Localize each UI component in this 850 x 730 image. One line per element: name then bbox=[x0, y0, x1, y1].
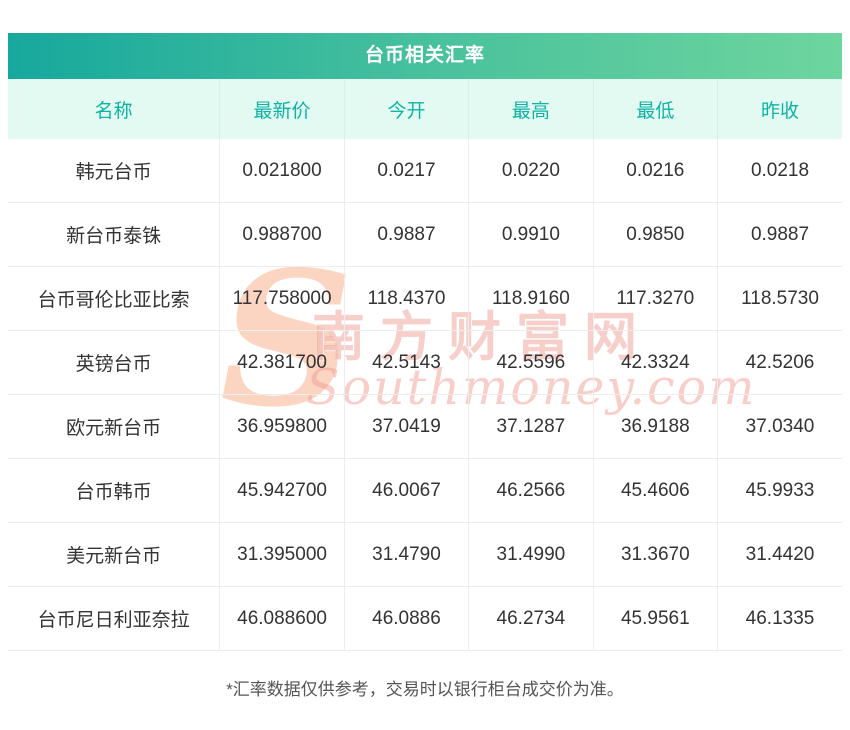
rate-value-cell: 37.0340 bbox=[717, 394, 842, 459]
rate-value-cell: 42.3324 bbox=[593, 330, 719, 395]
rate-value-cell: 31.4990 bbox=[468, 522, 594, 587]
rate-value-cell: 46.0886 bbox=[344, 586, 470, 651]
rate-value-cell: 31.4790 bbox=[344, 522, 470, 587]
rate-value-cell: 0.0217 bbox=[344, 139, 470, 203]
table-body: 韩元台币 0.021800 0.0217 0.0220 0.0216 0.0218 新台币泰… bbox=[8, 139, 842, 651]
table-row: 新台币泰铢 0.988700 0.9887 0.9910 0.9850 0.9887 bbox=[8, 202, 842, 267]
rate-value-cell: 42.381700 bbox=[219, 330, 345, 395]
exchange-rate-table: 名称 最新价 今开 最高 最低 昨收 韩元台币 0.021800 0.0217 0.0… bbox=[8, 79, 842, 651]
rate-value-cell: 37.1287 bbox=[468, 394, 594, 459]
table-row: 台币韩币 45.942700 46.0067 46.2566 45.4606 45.993… bbox=[8, 458, 842, 523]
pair-name-cell: 欧元新台币 bbox=[8, 394, 221, 459]
rate-value-cell: 45.9933 bbox=[717, 458, 842, 523]
rate-value-cell: 46.0067 bbox=[344, 458, 470, 523]
header-cell-high: 最高 bbox=[468, 79, 594, 139]
rate-value-cell: 118.4370 bbox=[344, 266, 470, 331]
rate-value-cell: 42.5596 bbox=[468, 330, 594, 395]
table-row: 台币哥伦比亚比索 117.758000 118.4370 118.9160 117.32… bbox=[8, 266, 842, 331]
header-cell-prev-close: 昨收 bbox=[717, 79, 842, 139]
rates-panel: 台币相关汇率 S 南方财富网 Southmoney.com 名称 最新价 今开 … bbox=[8, 33, 842, 651]
rate-value-cell: 45.4606 bbox=[593, 458, 719, 523]
rate-value-cell: 118.5730 bbox=[717, 266, 842, 331]
header-cell-low: 最低 bbox=[593, 79, 719, 139]
rate-value-cell: 0.0220 bbox=[468, 139, 594, 203]
header-cell-open: 今开 bbox=[344, 79, 470, 139]
pair-name-cell: 美元新台币 bbox=[8, 522, 221, 587]
rate-value-cell: 37.0419 bbox=[344, 394, 470, 459]
table-row: 美元新台币 31.395000 31.4790 31.4990 31.3670 31.44… bbox=[8, 522, 842, 587]
rate-value-cell: 46.2566 bbox=[468, 458, 594, 523]
pair-name-cell: 台币哥伦比亚比索 bbox=[8, 266, 221, 331]
rate-value-cell: 117.3270 bbox=[593, 266, 719, 331]
rate-value-cell: 46.1335 bbox=[717, 586, 842, 651]
footnote: *汇率数据仅供参考，交易时以银行柜台成交价为准。 bbox=[226, 680, 624, 699]
pair-name-cell: 韩元台币 bbox=[8, 139, 221, 203]
rate-value-cell: 42.5143 bbox=[344, 330, 470, 395]
pair-name-cell: 新台币泰铢 bbox=[8, 202, 221, 267]
header-cell-name: 名称 bbox=[8, 79, 221, 139]
rate-value-cell: 31.3670 bbox=[593, 522, 719, 587]
table-row: 台币尼日利亚奈拉 46.088600 46.0886 46.2734 45.9561 46… bbox=[8, 586, 842, 651]
header-cell-latest: 最新价 bbox=[219, 79, 345, 139]
rate-value-cell: 45.942700 bbox=[219, 458, 345, 523]
panel-title: 台币相关汇率 bbox=[8, 33, 842, 79]
rate-value-cell: 31.4420 bbox=[717, 522, 842, 587]
rate-value-cell: 0.0218 bbox=[717, 139, 842, 203]
pair-name-cell: 台币韩币 bbox=[8, 458, 221, 523]
rate-value-cell: 46.2734 bbox=[468, 586, 594, 651]
rate-value-cell: 117.758000 bbox=[219, 266, 345, 331]
header-row: 名称 最新价 今开 最高 最低 昨收 bbox=[8, 79, 842, 139]
rate-value-cell: 46.088600 bbox=[219, 586, 345, 651]
pair-name-cell: 台币尼日利亚奈拉 bbox=[8, 586, 221, 651]
rate-value-cell: 45.9561 bbox=[593, 586, 719, 651]
rate-value-cell: 118.9160 bbox=[468, 266, 594, 331]
rate-value-cell: 31.395000 bbox=[219, 522, 345, 587]
table-row: 韩元台币 0.021800 0.0217 0.0220 0.0216 0.0218 bbox=[8, 139, 842, 203]
rate-value-cell: 0.9887 bbox=[344, 202, 470, 267]
rate-value-cell: 0.9850 bbox=[593, 202, 719, 267]
table-row: 欧元新台币 36.959800 37.0419 37.1287 36.9188 37.03… bbox=[8, 394, 842, 459]
rate-value-cell: 42.5206 bbox=[717, 330, 842, 395]
pair-name-cell: 英镑台币 bbox=[8, 330, 221, 395]
rate-value-cell: 0.988700 bbox=[219, 202, 345, 267]
rate-value-cell: 0.0216 bbox=[593, 139, 719, 203]
rate-value-cell: 0.9887 bbox=[717, 202, 842, 267]
rate-value-cell: 0.021800 bbox=[219, 139, 345, 203]
rate-value-cell: 36.9188 bbox=[593, 394, 719, 459]
rate-value-cell: 0.9910 bbox=[468, 202, 594, 267]
rate-value-cell: 36.959800 bbox=[219, 394, 345, 459]
table-row: 英镑台币 42.381700 42.5143 42.5596 42.3324 42.520… bbox=[8, 330, 842, 395]
